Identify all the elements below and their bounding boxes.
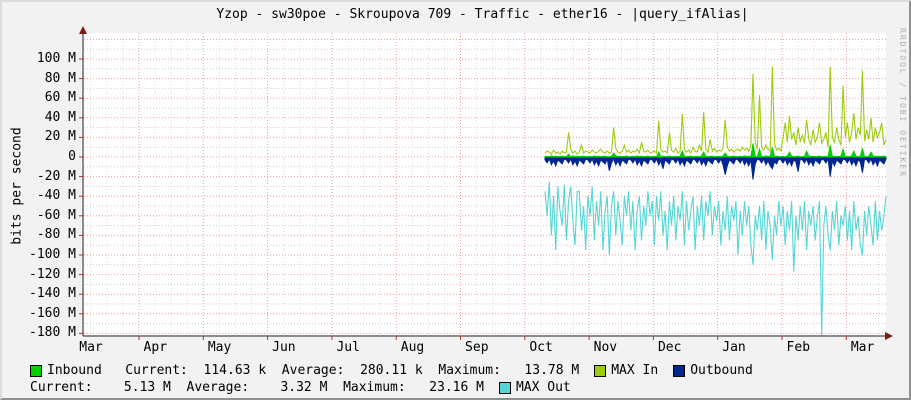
- x-tick-label: Mar: [79, 340, 103, 355]
- x-tick-label: Nov: [593, 340, 618, 355]
- y-tick-label: -180 M: [29, 325, 76, 341]
- inbound-swatch-icon: [30, 364, 42, 377]
- outbound-swatch-icon: [673, 364, 686, 377]
- x-tick-label: Oct: [529, 340, 553, 355]
- x-tick-label: Jul: [336, 340, 360, 355]
- x-tick-label: Jan: [722, 340, 746, 355]
- y-tick-label: 20 M: [44, 129, 76, 145]
- outbound-label: Outbound: [690, 363, 753, 378]
- max-in-label: MAX In: [611, 363, 659, 378]
- x-tick-label: May: [207, 340, 232, 355]
- y-tick-label: -120 M: [29, 266, 76, 282]
- series-outbound: [544, 156, 887, 180]
- x-tick-label: Mar: [850, 340, 875, 355]
- x-axis-arrow-icon: [885, 332, 893, 340]
- y-axis-arrow-icon: [79, 26, 87, 34]
- graph-title: Yzop - sw30poe - Skroupova 709 - Traffic…: [216, 7, 749, 22]
- x-tick-label: Apr: [143, 340, 168, 355]
- inbound-stats: Inbound Current: 114.63 k Average: 280.1…: [47, 363, 580, 378]
- y-tick-label: -100 M: [29, 247, 76, 262]
- series-max-in: [544, 66, 887, 155]
- y-tick-label: 0: [68, 149, 76, 164]
- max-out-label: MAX Out: [515, 380, 571, 395]
- y-tick-label: -80 M: [36, 227, 76, 243]
- y-tick-label: 80 M: [44, 70, 76, 86]
- y-tick-label: -40 M: [36, 188, 76, 204]
- rrdtool-watermark: RRDTOOL / TOBI OETIKER: [898, 28, 907, 178]
- max-in-swatch-icon: [594, 364, 607, 377]
- x-tick-label: Aug: [400, 340, 425, 355]
- y-tick-label: 60 M: [44, 90, 76, 106]
- legend-row-outbound: Current: 5.13 M Average: 3.32 M Maximum:…: [30, 379, 753, 396]
- legend-row-inbound: Inbound Current: 114.63 k Average: 280.1…: [30, 362, 753, 379]
- y-tick-label: 100 M: [36, 51, 76, 66]
- max-out-swatch-icon: [498, 381, 511, 394]
- x-tick-label: Feb: [786, 340, 811, 355]
- x-tick-label: Dec: [657, 340, 682, 355]
- legend: Inbound Current: 114.63 k Average: 280.1…: [30, 362, 753, 396]
- y-tick-label: -20 M: [36, 168, 76, 184]
- y-tick-label: -140 M: [29, 286, 76, 302]
- y-tick-label: -60 M: [36, 207, 76, 223]
- series-max-out: [544, 181, 887, 336]
- y-tick-label: -160 M: [29, 305, 76, 321]
- outbound-stats: Current: 5.13 M Average: 3.32 M Maximum:…: [30, 380, 484, 395]
- x-tick-label: Jun: [272, 340, 296, 355]
- series-inbound: [544, 143, 887, 158]
- y-tick-label: 40 M: [44, 109, 76, 125]
- x-tick-label: Sep: [465, 340, 489, 355]
